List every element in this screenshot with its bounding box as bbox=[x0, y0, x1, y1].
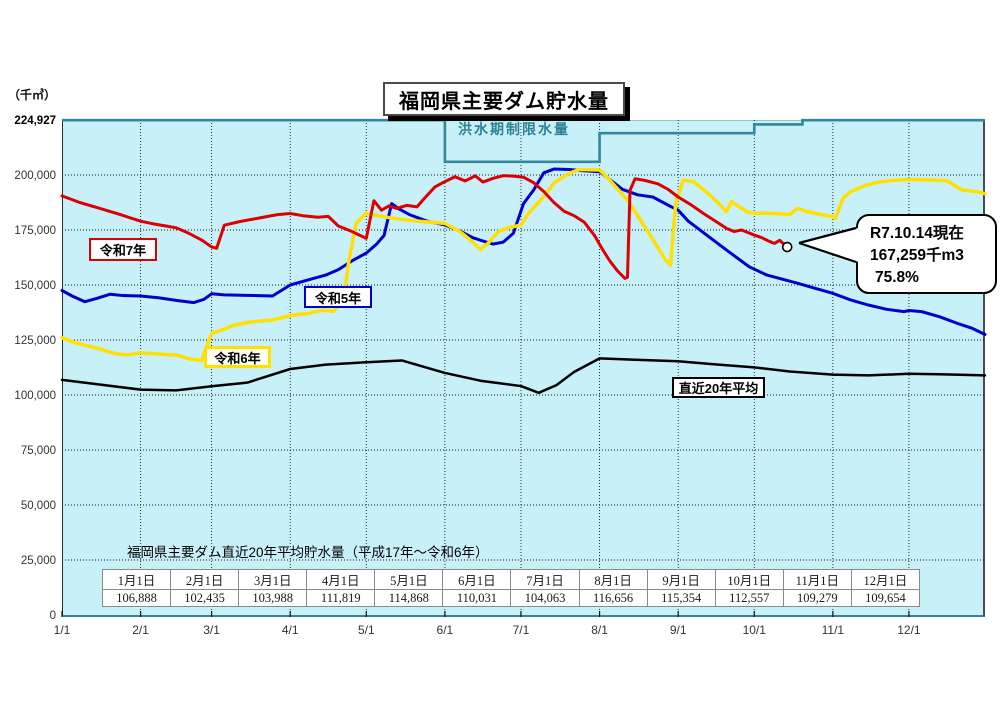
y-tick-label: 100,000 bbox=[14, 390, 56, 402]
series-tag-reiwa5: 令和5年 bbox=[304, 286, 372, 308]
table-header-cell: 12月1日 bbox=[850, 569, 921, 590]
table-value-cell: 114,868 bbox=[374, 589, 444, 607]
avg-table: 1月1日 2月1日 3月1日 4月1日 5月1日 6月1日 7月1日 8月1日 9月1日 10月1… bbox=[101, 569, 921, 607]
y-tick-label: 200,000 bbox=[14, 170, 56, 182]
table-value-cell: 111,819 bbox=[306, 589, 376, 607]
x-tick-label: 5/1 bbox=[358, 623, 375, 637]
table-header-cell: 7月1日 bbox=[510, 569, 580, 590]
table-header-cell: 11月1日 bbox=[782, 569, 852, 590]
table-value-cell: 103,988 bbox=[238, 589, 308, 607]
table-value-cell: 102,435 bbox=[170, 589, 240, 607]
table-value-cell: 115,354 bbox=[646, 589, 716, 607]
series-line-r7 bbox=[60, 174, 789, 280]
table-header-cell: 8月1日 bbox=[578, 569, 648, 590]
x-tick-label: 1/1 bbox=[54, 623, 71, 637]
x-tick-label: 7/1 bbox=[513, 623, 530, 637]
table-header-cell: 10月1日 bbox=[714, 569, 784, 590]
table-header-cell: 9月1日 bbox=[646, 569, 716, 590]
avg-table-value-row: 106,888 102,435 103,988 111,819 114,868 110,0… bbox=[101, 589, 921, 607]
table-value-cell: 109,654 bbox=[850, 589, 921, 607]
y-tick-label: 224,927 bbox=[14, 115, 56, 127]
x-tick-label: 6/1 bbox=[437, 623, 454, 637]
table-value-cell: 104,063 bbox=[510, 589, 580, 607]
y-tick-label: 50,000 bbox=[21, 500, 56, 512]
flood-limit-line bbox=[62, 118, 985, 164]
y-axis-unit-label: （千㎥） bbox=[8, 88, 57, 102]
table-header-cell: 4月1日 bbox=[306, 569, 376, 590]
y-tick-label: 175,000 bbox=[14, 225, 56, 237]
series-line-r6 bbox=[60, 167, 987, 363]
y-tick-label: 0 bbox=[50, 610, 56, 622]
flood-limit-label: 洪水期制限水量 bbox=[458, 121, 570, 137]
y-tick-label: 125,000 bbox=[14, 335, 56, 347]
x-tick-label: 3/1 bbox=[203, 623, 220, 637]
table-header-cell: 5月1日 bbox=[374, 569, 444, 590]
y-tick-label: 75,000 bbox=[21, 445, 56, 457]
table-header-cell: 6月1日 bbox=[442, 569, 512, 590]
table-header-cell: 2月1日 bbox=[170, 569, 240, 590]
x-tick-label: 10/1 bbox=[743, 623, 767, 637]
x-tick-label: 9/1 bbox=[670, 623, 687, 637]
callout-pointer bbox=[798, 226, 862, 264]
y-tick-label: 150,000 bbox=[14, 280, 56, 292]
current-marker bbox=[781, 241, 793, 253]
current-value-callout: R7.10.14現在 167,259千m3 75.8% bbox=[856, 214, 997, 294]
series-line-r5 bbox=[60, 167, 987, 336]
series-line-avg20 bbox=[60, 357, 987, 395]
callout-date: R7.10.14現在 bbox=[870, 225, 964, 242]
table-header-cell: 3月1日 bbox=[238, 569, 308, 590]
chart-title: 福岡県主要ダム貯水量 bbox=[383, 82, 625, 116]
table-value-cell: 109,279 bbox=[782, 589, 852, 607]
series-tag-average: 直近20年平均 bbox=[672, 377, 765, 398]
table-header-cell: 1月1日 bbox=[101, 569, 172, 590]
table-value-cell: 106,888 bbox=[101, 589, 172, 607]
callout-value: 167,259千m3 bbox=[870, 247, 964, 264]
avg-table-caption: 福岡県主要ダム直近20年平均貯水量（平成17年～令和6年） bbox=[127, 545, 489, 560]
x-tick-label: 11/1 bbox=[822, 623, 845, 637]
y-tick-label: 25,000 bbox=[21, 555, 56, 567]
table-value-cell: 116,656 bbox=[578, 589, 648, 607]
avg-table-header-row: 1月1日 2月1日 3月1日 4月1日 5月1日 6月1日 7月1日 8月1日 9月1日 10月1… bbox=[101, 569, 921, 590]
table-value-cell: 112,557 bbox=[714, 589, 784, 607]
x-tick-label: 12/1 bbox=[897, 623, 921, 637]
series-tag-reiwa7: 令和7年 bbox=[89, 238, 157, 261]
plot-area bbox=[62, 120, 985, 617]
series-tag-reiwa6: 令和6年 bbox=[204, 346, 271, 368]
x-tick-label: 8/1 bbox=[591, 623, 608, 637]
callout-percent: 75.8% bbox=[875, 269, 919, 286]
x-tick-label: 4/1 bbox=[282, 623, 299, 637]
x-tick-label: 2/1 bbox=[132, 623, 149, 637]
table-value-cell: 110,031 bbox=[442, 589, 512, 607]
